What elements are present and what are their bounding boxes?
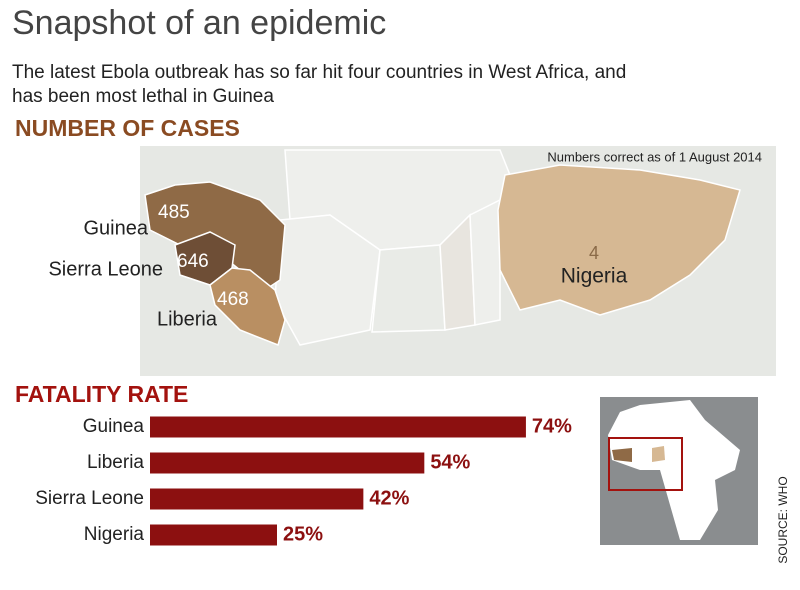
value-label: 25%: [283, 523, 323, 545]
outbreak-area: [652, 446, 665, 462]
subtitle-line: has been most lethal in Guinea: [12, 86, 274, 107]
nigeria-shape: [497, 164, 741, 316]
map: Numbers correct as of 1 August 2014 485 …: [48, 146, 776, 376]
value-label: 42%: [369, 487, 409, 509]
bar: [150, 524, 277, 546]
inset-highlight: [608, 437, 683, 491]
map-note: Numbers correct as of 1 August 2014: [547, 149, 762, 164]
country-shape: [469, 198, 501, 326]
bar: [150, 452, 425, 474]
category-label: Guinea: [83, 416, 145, 437]
inset-map: [600, 397, 758, 545]
bar: [150, 488, 364, 510]
country-shape: [371, 244, 446, 333]
source: SOURCE: WHO: [776, 476, 790, 563]
map-heading: NUMBER OF CASES: [15, 115, 240, 141]
value-label: 74%: [532, 415, 572, 437]
subtitle-line: The latest Ebola outbreak has so far hit…: [12, 62, 626, 83]
category-label: Nigeria: [84, 524, 145, 545]
africa-shape: [608, 400, 740, 540]
page-title: Snapshot of an epidemic: [12, 4, 386, 42]
category-label: Liberia: [87, 452, 144, 473]
country-label: Nigeria: [561, 265, 628, 288]
category-label: Sierra Leone: [35, 488, 144, 509]
value-label: 54%: [430, 451, 470, 473]
country-label: Sierra Leone: [48, 258, 163, 280]
outbreak-area: [612, 448, 632, 462]
bar: [150, 416, 526, 438]
chart-title: FATALITY RATE: [15, 381, 188, 407]
liberia-shape: [209, 267, 286, 347]
case-count: 4: [589, 243, 599, 263]
case-count: 485: [158, 202, 190, 223]
country-label: Liberia: [157, 308, 218, 330]
case-count: 646: [177, 251, 209, 272]
country-label: Guinea: [84, 217, 149, 239]
case-count: 468: [217, 289, 249, 310]
